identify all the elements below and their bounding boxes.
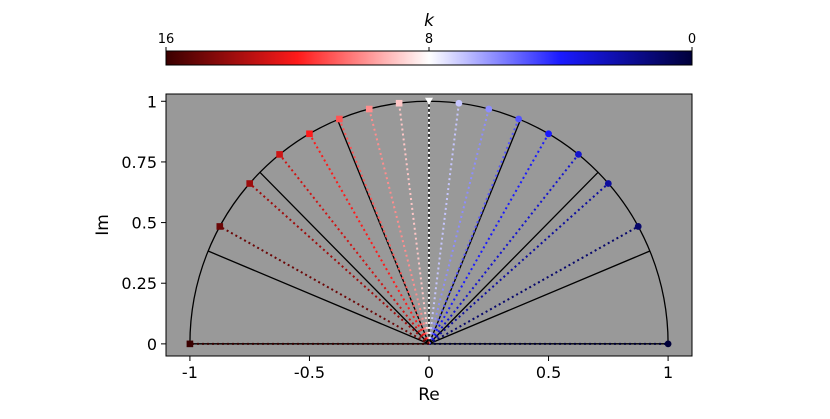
plot-area: -1 -0.5 0 0.5 1 0 0.25 0.5 0.75 1 Re Im [93, 92, 693, 405]
colorbar-tick-label: 16 [158, 32, 175, 47]
data-point-square [246, 180, 253, 187]
data-point-square [395, 99, 403, 107]
data-point-triangle [425, 97, 433, 105]
y-tick-label: 0.5 [132, 214, 157, 233]
colorbar: k 16 8 0 [158, 11, 696, 66]
x-tick-label: -0.5 [294, 363, 325, 382]
data-point-circle [664, 340, 672, 348]
data-point-square [276, 151, 283, 158]
data-point-circle [634, 223, 642, 230]
dotted-ray [398, 103, 430, 344]
data-point-square [306, 130, 313, 138]
y-axis-label: Im [93, 214, 113, 236]
dotted-ray [338, 118, 430, 345]
data-point-square [336, 115, 343, 123]
colorbar-tick-label: 8 [425, 32, 433, 47]
dotted-ray [428, 133, 550, 345]
data-point-circle [545, 130, 552, 138]
colorbar-gradient [165, 50, 693, 66]
data-point-circle [485, 105, 493, 113]
data-point-circle [604, 180, 612, 187]
solid-ray [259, 171, 430, 345]
x-tick-label: 0 [424, 363, 434, 382]
x-tick-label: -1 [182, 363, 198, 382]
dotted-ray [249, 182, 430, 345]
dotted-ray [308, 133, 430, 345]
colorbar-tick-label: 0 [688, 32, 696, 47]
y-tick-label: 0.75 [121, 153, 157, 172]
y-tick-label: 1 [147, 92, 157, 111]
dotted-ray [428, 182, 609, 345]
data-point-square [216, 223, 224, 230]
data-point-circle [455, 99, 463, 107]
dotted-ray [368, 108, 430, 345]
y-tick-label: 0.25 [121, 274, 157, 293]
dotted-ray [428, 153, 580, 345]
x-tick-label: 1 [663, 363, 673, 382]
data-point-square [365, 105, 373, 113]
dotted-ray [428, 108, 490, 345]
y-tick-label: 0 [147, 335, 157, 354]
data-point-square [186, 340, 194, 348]
x-tick-label: 0.5 [536, 363, 561, 382]
data-point-circle [515, 115, 523, 123]
dotted-ray [428, 118, 520, 345]
data-point-circle [575, 151, 582, 158]
dotted-ray [278, 153, 430, 345]
colorbar-label: k [424, 11, 435, 31]
solid-ray [428, 250, 651, 345]
dotted-ray [428, 103, 460, 344]
x-axis-label: Re [418, 385, 440, 405]
solid-ray [428, 171, 599, 345]
solid-ray [207, 250, 430, 345]
